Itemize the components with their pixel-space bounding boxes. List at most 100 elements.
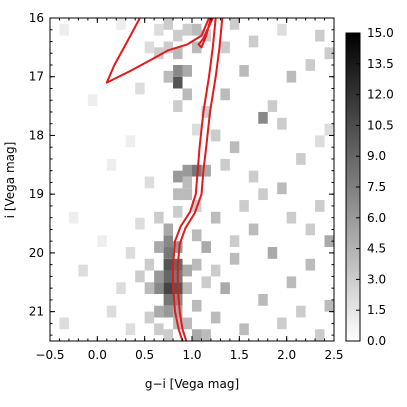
colorbar-tick-label-2: 3.0	[367, 272, 386, 286]
density-cell-111	[296, 305, 306, 318]
density-cell-52	[239, 64, 249, 77]
density-cell-107	[154, 323, 164, 336]
density-cell-32	[173, 188, 183, 201]
density-cell-9	[173, 241, 183, 253]
colorbar-tick-label-5: 7.5	[367, 180, 386, 194]
y-tick-label-0: 17	[29, 70, 44, 84]
density-cell-117	[277, 117, 287, 130]
density-cell-1	[163, 270, 174, 283]
colorbar-tick-label-9: 13.5	[367, 57, 394, 71]
density-cell-95	[97, 235, 107, 248]
density-cell-50	[173, 29, 183, 42]
x-axis: −0.5 0.0 0.5 1.0 1.5 2.0 2.5	[35, 18, 344, 362]
density-cell-15	[173, 305, 183, 318]
density-cell-33	[182, 188, 192, 201]
density-cell-91	[106, 305, 117, 318]
density-cell-30	[201, 164, 211, 177]
density-cell-34	[173, 205, 183, 218]
density-cell-105	[154, 211, 164, 224]
colorbar-tick-label-8: 12.0	[367, 88, 394, 102]
density-cell-80	[315, 29, 325, 42]
density-cell-89	[125, 247, 136, 259]
density-cell-108	[192, 258, 202, 271]
density-cell-84	[248, 170, 259, 183]
y-axis-label: i [Vega mag]	[3, 142, 17, 219]
density-cell-85	[305, 223, 316, 236]
density-cell-83	[210, 129, 221, 142]
density-cell-4	[163, 235, 174, 248]
y-tick-label-4: 21	[29, 305, 44, 319]
density-cell-36	[173, 76, 183, 89]
density-cell-2	[163, 282, 174, 295]
density-cell-19	[182, 282, 192, 295]
density-cell-37	[173, 64, 183, 77]
colorbar-tick-label-7: 10.5	[367, 118, 394, 132]
colorbar-ticks: 0.0 1.5 3.0 4.5 6.0 7.5 9.0 10.5 12.0 13.5 15.0	[356, 26, 394, 348]
density-cell-55	[305, 59, 316, 71]
density-cell-110	[210, 264, 221, 277]
x-tick-label-4: 1.5	[230, 348, 249, 362]
density-cell-118	[201, 106, 211, 118]
x-tick-label-5: 2.0	[277, 348, 296, 362]
density-cell-20	[192, 299, 202, 312]
density-cell-25	[163, 329, 174, 341]
density-cell-45	[163, 18, 174, 30]
density-cell-112	[286, 211, 297, 224]
density-cell-58	[277, 182, 287, 195]
colorbar-tick-label-10: 15.0	[367, 26, 394, 40]
y-tick-label-2: 19	[29, 187, 44, 201]
density-cell-73	[277, 317, 287, 330]
density-cell-65	[267, 247, 278, 259]
density-cell-101	[144, 41, 155, 54]
density-cell-14	[163, 305, 174, 318]
density-cell-86	[239, 200, 249, 212]
density-cell-13	[154, 305, 164, 318]
density-cell-11	[154, 270, 164, 283]
density-cell-49	[163, 41, 174, 54]
density-cell-47	[154, 47, 164, 60]
density-cell-115	[258, 188, 268, 201]
density-cell-78	[248, 35, 259, 48]
density-cell-90	[116, 282, 126, 295]
density-cell-12	[154, 282, 164, 295]
density-cell-48	[154, 23, 164, 36]
density-cell-114	[220, 158, 230, 171]
density-cell-102	[59, 23, 69, 36]
density-cell-74	[315, 329, 325, 341]
density-cell-99	[87, 94, 98, 107]
density-cell-96	[68, 211, 79, 224]
density-cell-66	[305, 258, 316, 271]
isochrone-line-3	[176, 18, 224, 341]
x-tick-label-0: −0.5	[35, 348, 64, 362]
density-cell-63	[201, 241, 211, 253]
density-cell-3	[163, 247, 174, 259]
density-cell-97	[106, 158, 117, 171]
x-tick-label-6: 2.5	[324, 348, 343, 362]
y-tick-label-3: 20	[29, 246, 44, 260]
colorbar-tick-label-4: 6.0	[367, 211, 386, 225]
density-cell-71	[210, 311, 221, 324]
density-cell-76	[192, 329, 202, 341]
density-cell-0	[163, 258, 174, 271]
density-cell-88	[135, 217, 145, 230]
density-cell-103	[116, 18, 126, 30]
isochrone-curves	[105, 18, 224, 341]
density-cells	[59, 18, 334, 341]
density-cell-106	[144, 311, 155, 324]
density-cell-31	[182, 176, 192, 189]
density-cell-60	[210, 211, 221, 224]
density-cell-121	[229, 18, 240, 30]
density-cell-51	[258, 111, 268, 124]
density-cell-43	[192, 41, 202, 54]
colorbar-tick-label-6: 9.0	[367, 149, 386, 163]
density-cell-54	[220, 88, 230, 101]
density-cell-109	[201, 276, 211, 289]
density-cell-39	[163, 70, 174, 83]
colorbar-tick-label-3: 4.5	[367, 242, 386, 256]
isochrone-line-2	[172, 18, 217, 341]
density-cell-104	[144, 176, 155, 189]
isochrone-line-0	[105, 18, 210, 84]
density-cell-44	[182, 23, 192, 36]
density-cell-79	[277, 23, 287, 36]
